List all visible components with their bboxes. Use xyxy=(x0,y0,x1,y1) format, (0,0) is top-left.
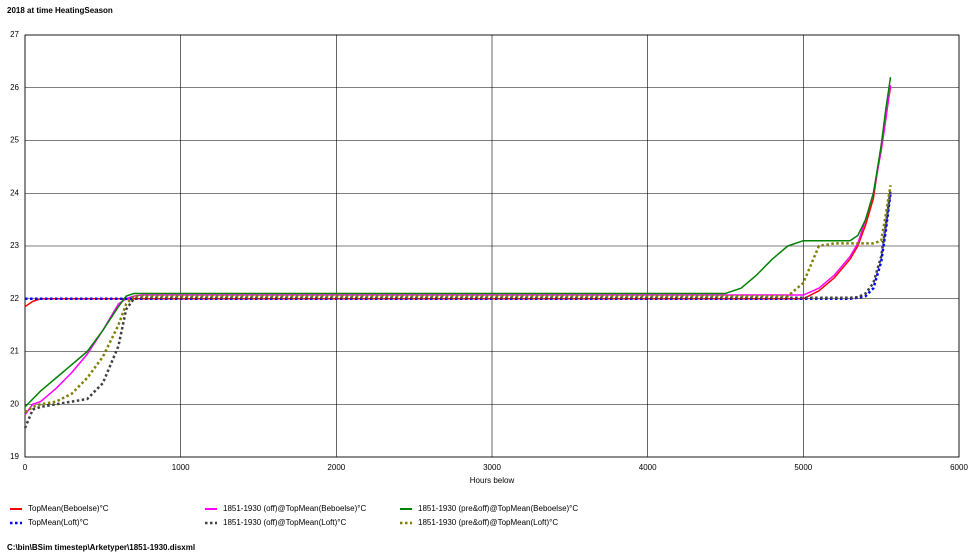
plot-frame xyxy=(24,34,960,458)
y-tick-label: 24 xyxy=(10,188,19,197)
y-tick-label: 22 xyxy=(10,294,19,303)
x-tick-label: 2000 xyxy=(327,463,345,472)
x-tick-label: 3000 xyxy=(483,463,501,472)
caption: C:\bin\BSim timestep\Arketyper\1851-1930… xyxy=(7,543,195,552)
legend-label: TopMean(Loft)°C xyxy=(28,518,89,527)
y-tick-label: 27 xyxy=(10,30,19,39)
series-line xyxy=(23,190,892,429)
series-line xyxy=(24,77,892,408)
x-tick-label: 5000 xyxy=(794,463,812,472)
x-tick-label: 6000 xyxy=(950,463,968,472)
y-tick-label: 21 xyxy=(10,347,19,356)
series-line xyxy=(24,185,892,414)
legend-label: 1851-1930 (off)@TopMean(Beboelse)°C xyxy=(223,504,366,513)
legend-label: 1851-1930 (pre&off)@TopMean(Loft)°C xyxy=(418,518,558,527)
legend-label: 1851-1930 (pre&off)@TopMean(Beboelse)°C xyxy=(418,504,578,513)
chart-title: 2018 at time HeatingSeason xyxy=(7,6,113,15)
y-tick-label: 20 xyxy=(10,399,19,408)
x-tick-label: 4000 xyxy=(639,463,657,472)
x-tick-label: 1000 xyxy=(172,463,190,472)
legend-label: TopMean(Beboelse)°C xyxy=(28,504,109,513)
legend-label: 1851-1930 (off)@TopMean(Loft)°C xyxy=(223,518,346,527)
x-axis-label: Hours below xyxy=(470,476,515,485)
x-tick-label: 0 xyxy=(23,463,28,472)
y-tick-label: 19 xyxy=(10,452,19,461)
y-tick-label: 25 xyxy=(10,136,19,145)
y-tick-label: 26 xyxy=(10,83,19,92)
y-tick-label: 23 xyxy=(10,241,19,250)
